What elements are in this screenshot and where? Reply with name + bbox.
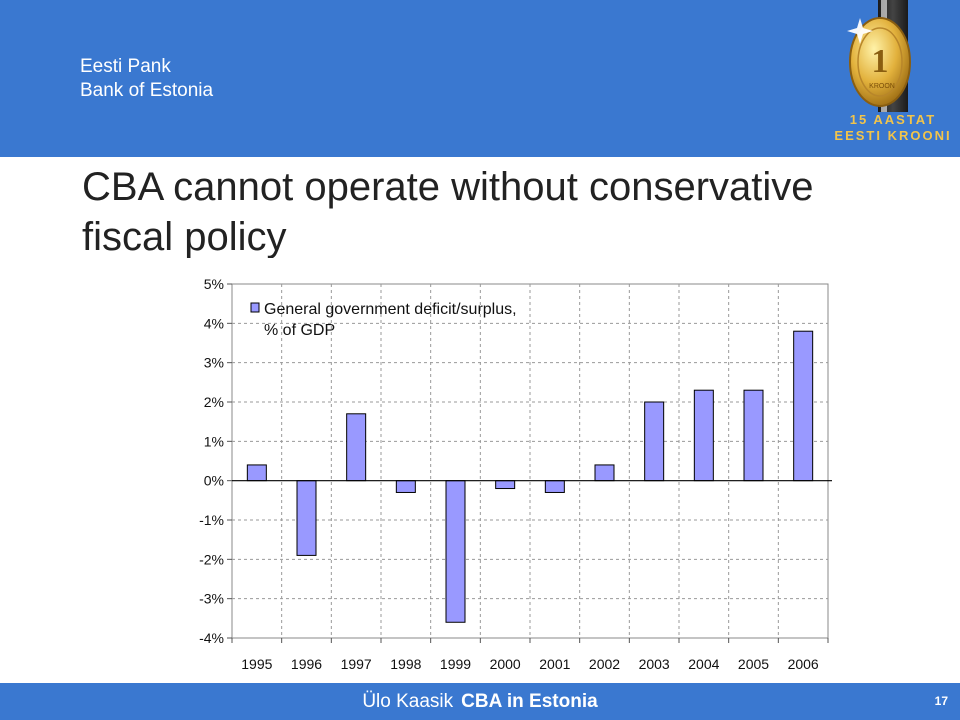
svg-text:1: 1 [872, 43, 889, 80]
slide-title: CBA cannot operate without conservative … [82, 165, 814, 258]
x-tick-label: 2006 [788, 656, 819, 672]
bar-1997 [346, 413, 367, 482]
x-tick-label: 1995 [241, 656, 272, 672]
anniversary-logo: 1 KROON [847, 0, 911, 112]
x-tick-label: 2001 [539, 656, 570, 672]
legend-swatch [250, 302, 260, 313]
bar-2001 [544, 480, 565, 493]
bar-2006 [793, 330, 814, 482]
y-tick-label: -2% [199, 551, 224, 567]
x-tick-label: 1996 [291, 656, 322, 672]
anniversary-line1: 15 AASTAT [849, 112, 937, 127]
fiscal-balance-chart: 5% 4% 3% 2% 1% 0% -1% -2% -3% -4% 1995 1996 1997 1998… [199, 276, 832, 672]
org-name-estonian: Eesti Pank [80, 56, 171, 77]
bar-1996 [296, 480, 317, 556]
org-name-english: Bank of Estonia [80, 80, 214, 101]
x-tick-label: 1999 [440, 656, 471, 672]
bar-2002 [594, 464, 615, 482]
y-tick-label: -1% [199, 512, 224, 528]
y-tick-label: 0% [204, 473, 224, 489]
bar-2000 [495, 480, 516, 490]
header-band: Eesti Pank Bank of Estonia 1 KROON 15 AA… [0, 0, 960, 157]
y-tick-label: -3% [199, 591, 224, 607]
x-tick-label: 2002 [589, 656, 620, 672]
coin-label: KROON [869, 83, 895, 90]
bar-1998 [395, 480, 416, 493]
footer-topic: CBA in Estonia [461, 691, 598, 712]
y-tick-label: 2% [204, 394, 224, 410]
x-tick-label: 1998 [390, 656, 421, 672]
legend-label: General government deficit/surplus, [264, 301, 517, 318]
anniversary-caption: 15 AASTAT EESTI KROONI [828, 112, 958, 144]
legend-label: % of GDP [264, 322, 335, 339]
y-tick-label: 1% [204, 433, 224, 449]
y-tick-label: -4% [199, 630, 224, 646]
bar-2003 [644, 401, 665, 482]
bar-2004 [693, 389, 714, 482]
anniversary-line2: EESTI KROONI [834, 128, 952, 143]
x-tick-label: 2004 [688, 656, 719, 672]
bar-1999 [445, 480, 466, 623]
footer-caption: Ülo Kaasik CBA in Estonia [0, 691, 960, 713]
y-tick-label: 4% [204, 315, 224, 331]
footer-author: Ülo Kaasik [362, 691, 454, 712]
x-tick-label: 2000 [490, 656, 521, 672]
bar-1995 [246, 464, 267, 482]
bar-2005 [743, 389, 764, 482]
x-tick-label: 1997 [341, 656, 372, 672]
org-name: Eesti Pank Bank of Estonia [80, 55, 213, 103]
y-tick-label: 5% [204, 276, 224, 292]
page-number: 17 [934, 694, 948, 708]
x-tick-label: 2005 [738, 656, 769, 672]
x-tick-label: 2003 [639, 656, 670, 672]
y-tick-label: 3% [204, 355, 224, 371]
footer-band: Ülo Kaasik CBA in Estonia 17 [0, 683, 960, 720]
